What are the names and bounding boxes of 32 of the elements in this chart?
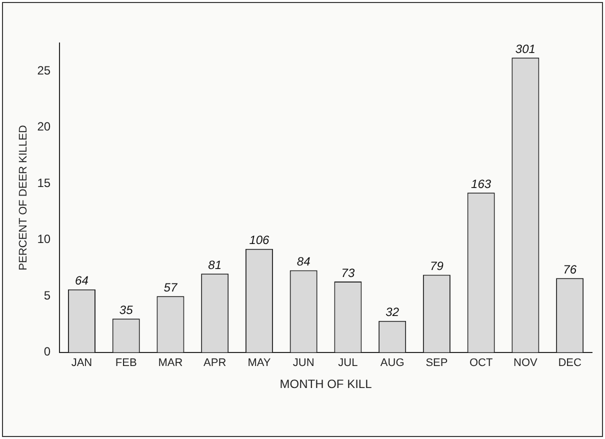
annotation: 106 [249,233,270,248]
annotation: 84 [296,254,311,269]
x-tick-label: APR [204,357,226,370]
y-tick-label: 0 [44,344,51,359]
x-tick-label: OCT [469,357,493,370]
annotation: 76 [563,262,577,276]
x-tick-label: JUN [292,357,314,370]
annotation: 57 [164,280,178,294]
annotation: 81 [208,258,222,272]
y-tick-label: 5 [44,288,51,302]
annotation: 32 [386,305,400,320]
y-tick-label: 20 [37,120,51,134]
x-tick-label: NOV [514,357,538,370]
x-tick-label: JAN [71,357,92,370]
x-axis-title: MONTH OF KILL [280,377,372,392]
x-tick-label: SEP [426,357,448,370]
x-tick-label: MAY [248,357,272,370]
y-tick-label: 10 [37,232,51,246]
annotation: 64 [75,274,89,288]
annotation: 301 [515,42,536,56]
x-tick-label: DEC [558,357,582,370]
annotation: 163 [471,176,492,191]
x-tick-label: AUG [380,357,404,370]
y-axis-title: PERCENT OF DEER KILLED [18,125,30,270]
annotation: 73 [341,266,355,280]
y-tick-label: 25 [37,63,51,78]
annotation: 35 [119,302,134,317]
annotation: 79 [430,259,444,274]
y-tick-label: 15 [37,176,51,190]
x-tick-label: MAR [158,357,183,370]
x-tick-label: FEB [115,357,137,370]
x-tick-label: JUL [338,357,358,370]
